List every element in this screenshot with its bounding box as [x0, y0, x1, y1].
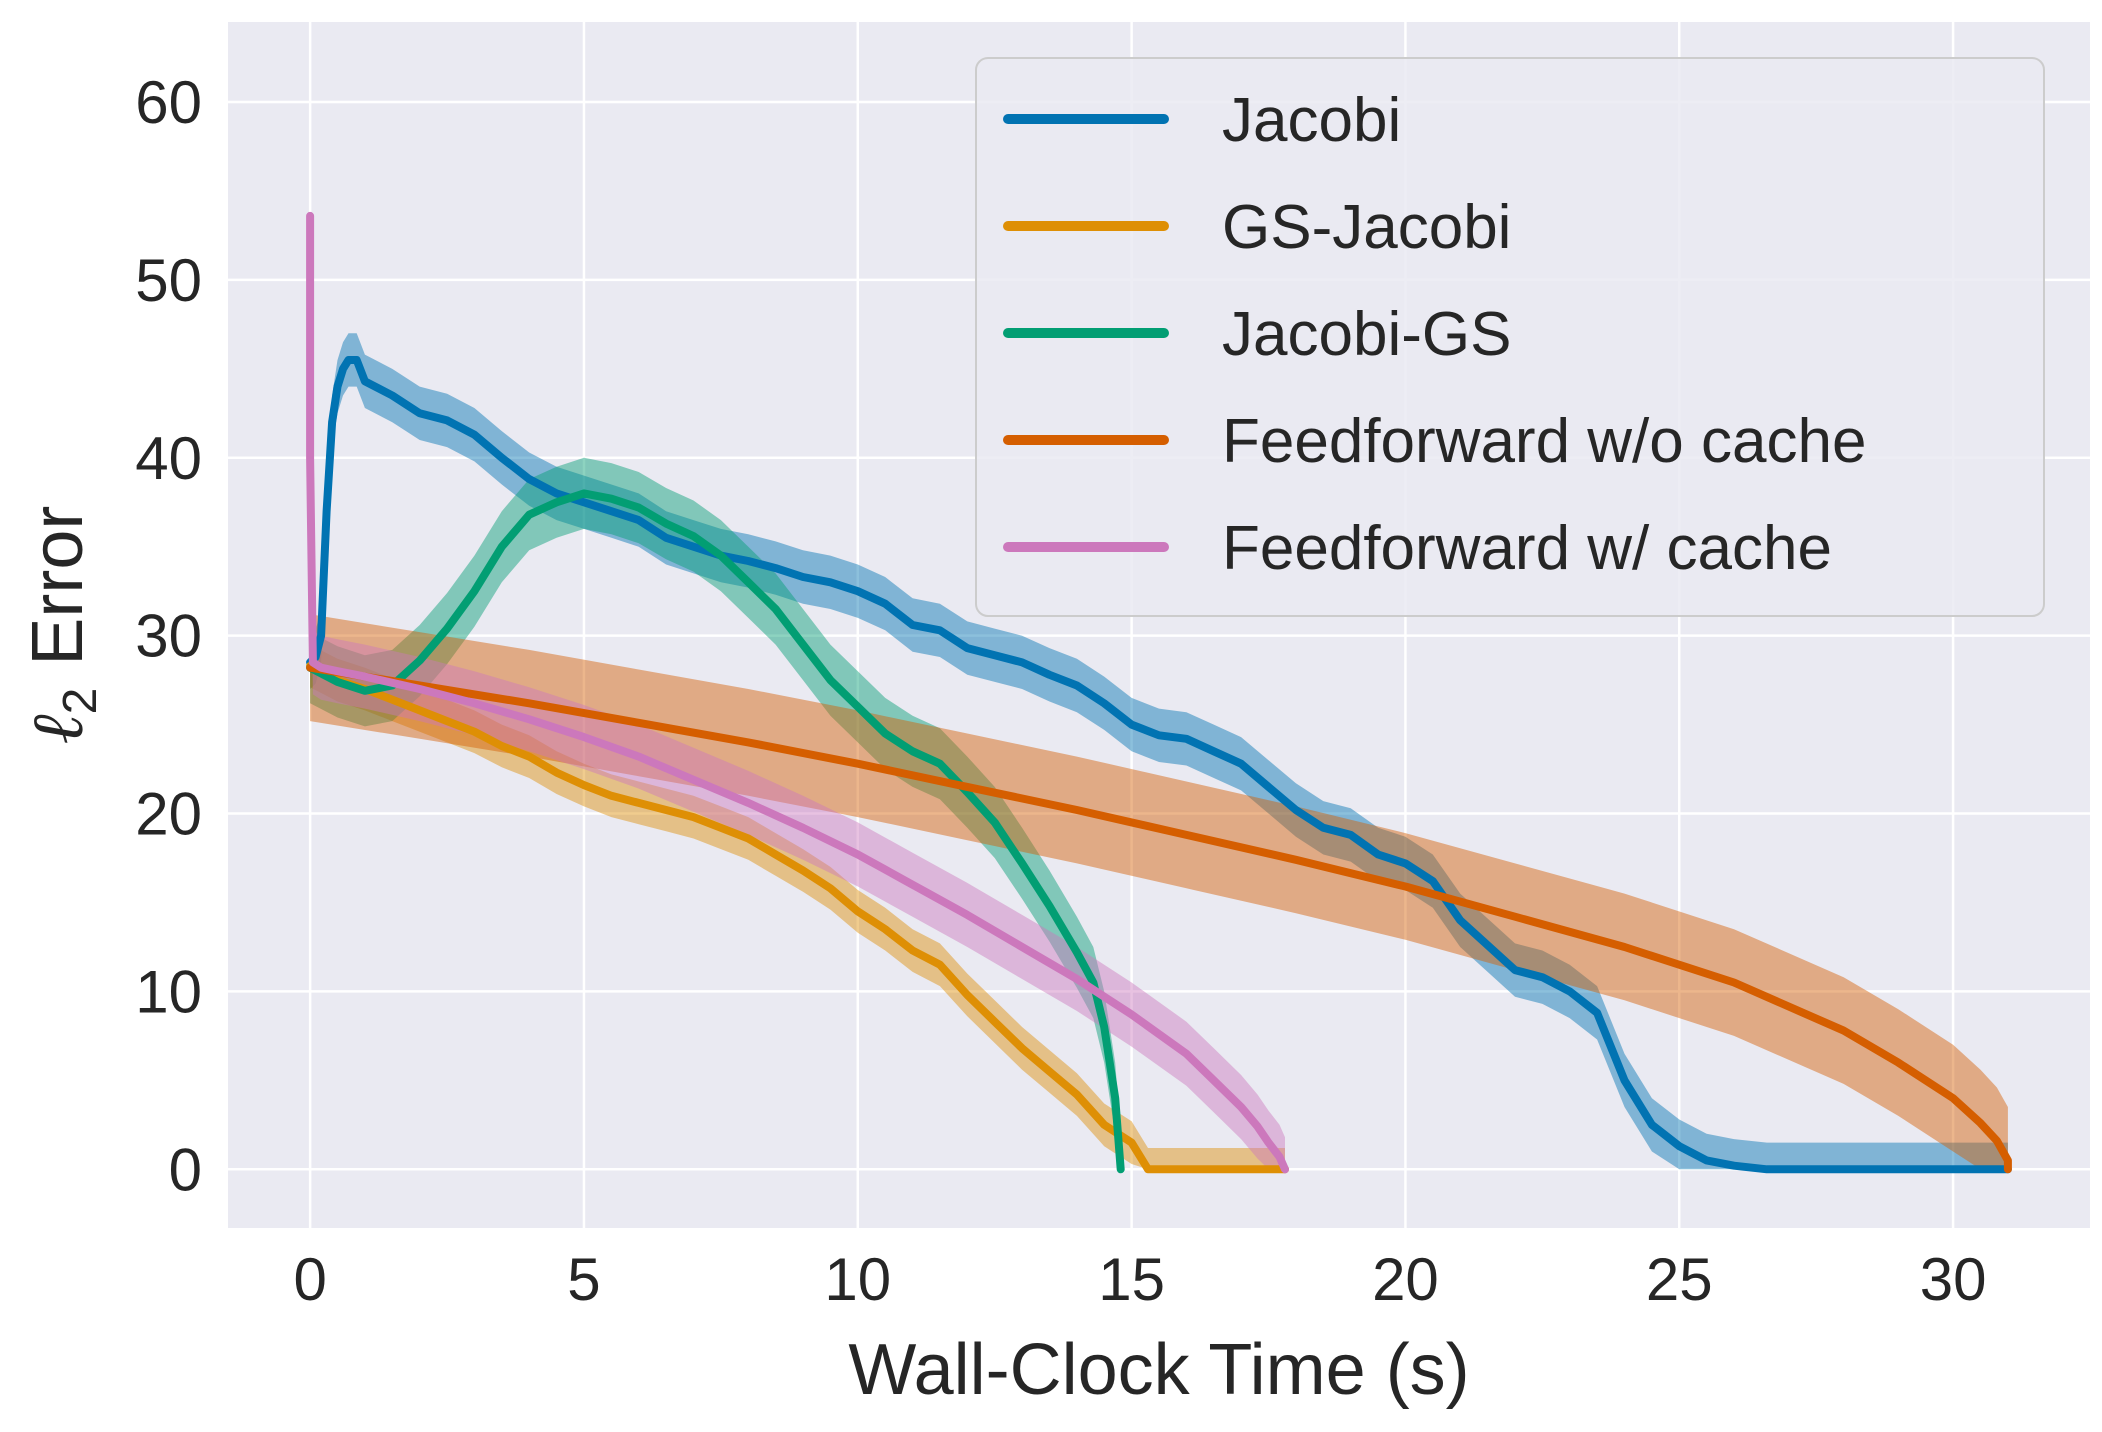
legend-label-jacobi: Jacobi: [1222, 86, 1401, 155]
line-jacobi: [306, 356, 2012, 1174]
y-tick-label: 60: [135, 69, 202, 136]
svg-text:ℓ2Error: ℓ2 Error: [15, 506, 107, 745]
y-axis-label-symbol: ℓ: [15, 714, 99, 744]
legend-label-jacobi-gs: Jacobi-GS: [1222, 300, 1511, 369]
band-feedforward-w-cache: [310, 183, 1286, 1170]
band-gs-jacobi: [310, 644, 1286, 1170]
x-tick-label: 5: [567, 1246, 600, 1313]
x-tick-labels: 0 5 10 15 20 25 30: [293, 1246, 1986, 1313]
legend-label-gs-jacobi: GS-Jacobi: [1222, 193, 1511, 262]
y-axis-label-text: Error: [18, 506, 98, 666]
band-jacobi: [310, 333, 2008, 1170]
x-tick-label: 20: [1372, 1246, 1439, 1313]
y-tick-label: 10: [135, 958, 202, 1025]
band-jacobi-gs: [310, 457, 1121, 1170]
x-tick-label: 0: [293, 1246, 326, 1313]
series-lines: [306, 211, 2012, 1174]
y-tick-label: 0: [169, 1136, 202, 1203]
y-tick-labels: 0 10 20 30 40 50 60: [135, 69, 202, 1203]
y-axis-label: ℓ2 Error: [15, 506, 107, 745]
x-tick-label: 10: [824, 1246, 891, 1313]
y-tick-label: 40: [135, 425, 202, 492]
x-tick-label: 25: [1646, 1246, 1713, 1313]
y-tick-label: 30: [135, 603, 202, 670]
legend-label-feedforward-w-o-cache: Feedforward w/o cache: [1222, 407, 1866, 476]
line-feedforward-w-o-cache: [306, 663, 2012, 1174]
x-tick-label: 30: [1920, 1246, 1987, 1313]
line-feedforward-w-cache: [306, 211, 1289, 1174]
legend-box: [975, 57, 2045, 617]
band-feedforward-w-o-cache: [310, 614, 2008, 1170]
y-axis-label-subscript: 2: [54, 688, 107, 715]
y-tick-label: 20: [135, 781, 202, 848]
legend: Jacobi GS-Jacobi Jacobi-GS Feedforward w/o …: [975, 57, 2045, 617]
line-gs-jacobi: [306, 661, 1289, 1174]
x-tick-label: 15: [1098, 1246, 1165, 1313]
confidence-bands: [310, 183, 2008, 1170]
legend-label-feedforward-w-cache: Feedforward w/ cache: [1222, 514, 1832, 583]
y-tick-label: 50: [135, 247, 202, 314]
line-jacobi-gs: [306, 489, 1125, 1174]
x-axis-label: Wall-Clock Time (s): [848, 1330, 1469, 1410]
